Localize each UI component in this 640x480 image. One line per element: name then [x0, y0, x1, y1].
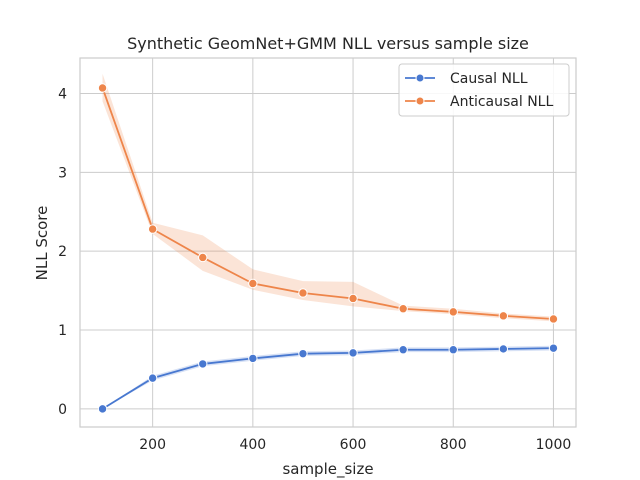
- anticausal-data-point: [147, 224, 158, 234]
- x-tick-label: 200: [139, 437, 166, 453]
- anticausal-data-point: [398, 304, 408, 314]
- legend-marker-causal: [415, 73, 425, 83]
- causal-data-point: [548, 343, 559, 353]
- anticausal-data-point: [97, 83, 108, 93]
- anticausal-data-point: [198, 252, 208, 263]
- causal-data-point: [147, 373, 158, 383]
- confidence-bands: [102, 73, 554, 409]
- causal-data-point: [97, 404, 108, 414]
- causal-confidence-band: [102, 345, 554, 409]
- y-tick-label: 2: [58, 244, 67, 260]
- legend-label-causal: Causal NLL: [450, 71, 528, 87]
- causal-data-point: [448, 345, 458, 355]
- y-axis-title: NLL Score: [33, 206, 51, 281]
- plot-frame: [79, 57, 577, 428]
- anticausal-confidence-band: [102, 73, 554, 322]
- causal-data-point: [198, 359, 208, 369]
- anticausal-data-point: [298, 288, 308, 298]
- y-tick-label: 4: [58, 86, 67, 102]
- x-tick-label: 400: [239, 437, 266, 453]
- causal-data-point: [398, 345, 408, 355]
- chart-title: Synthetic GeomNet+GMM NLL versus sample …: [127, 34, 529, 53]
- legend-marker-anticausal: [415, 96, 425, 106]
- y-axis-ticks: 0 1 2 3 4: [58, 86, 67, 417]
- x-axis-ticks: 200 400 600 800 1000: [139, 437, 571, 453]
- legend-box: [398, 63, 570, 117]
- anticausal-data-point: [448, 307, 458, 317]
- causal-data-point: [498, 344, 509, 354]
- x-tick-label: 800: [440, 437, 467, 453]
- causal-series-line: [102, 347, 554, 410]
- y-tick-label: 1: [58, 323, 67, 339]
- y-tick-label: 3: [58, 165, 67, 181]
- anticausal-series-line: [101, 87, 554, 320]
- causal-data-point: [298, 348, 308, 359]
- anticausal-data-point: [548, 314, 559, 324]
- series-markers: [97, 83, 559, 414]
- anticausal-data-point: [498, 311, 509, 321]
- causal-data-point: [248, 353, 258, 364]
- anticausal-data-point: [348, 293, 358, 304]
- series-lines: [101, 87, 554, 410]
- anticausal-data-point: [248, 278, 258, 289]
- legend: Causal NLL Anticausal NLL: [398, 63, 570, 117]
- x-tick-label: 1000: [536, 437, 572, 453]
- causal-data-point: [348, 348, 358, 358]
- x-tick-label: 600: [340, 437, 367, 453]
- legend-label-anticausal: Anticausal NLL: [450, 94, 553, 110]
- y-tick-label: 0: [58, 402, 67, 418]
- x-axis-title: sample_size: [282, 460, 373, 479]
